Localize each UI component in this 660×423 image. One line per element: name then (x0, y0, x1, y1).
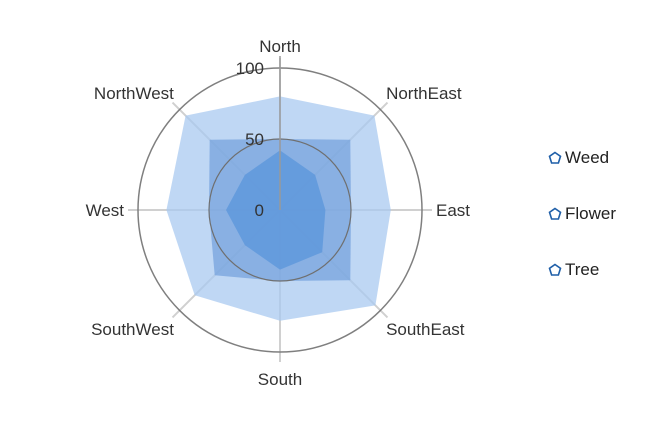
legend-label: Weed (565, 148, 610, 167)
category-label-northeast: NorthEast (386, 84, 462, 103)
category-label-northwest: NorthWest (94, 84, 174, 103)
series-area-tree[interactable] (226, 150, 326, 270)
tick-label-100: 100 (236, 59, 264, 78)
category-label-west: West (86, 201, 125, 220)
category-label-southwest: SouthWest (91, 320, 174, 339)
category-label-east: East (436, 201, 470, 220)
legend-label: Tree (565, 260, 600, 279)
pentagon-outline-icon (548, 151, 562, 164)
legend-item-tree[interactable]: Tree (548, 260, 599, 280)
legend-item-flower[interactable]: Flower (548, 204, 616, 224)
pentagon-outline-icon (548, 263, 562, 276)
tick-label-0: 0 (255, 201, 264, 220)
legend-label: Flower (565, 204, 617, 223)
category-label-southeast: SouthEast (386, 320, 465, 339)
pentagon-outline-icon (548, 207, 562, 220)
legend-item-weed[interactable]: Weed (548, 148, 609, 168)
category-label-south: South (258, 370, 302, 389)
category-label-north: North (259, 37, 301, 56)
tick-label-50: 50 (245, 130, 264, 149)
